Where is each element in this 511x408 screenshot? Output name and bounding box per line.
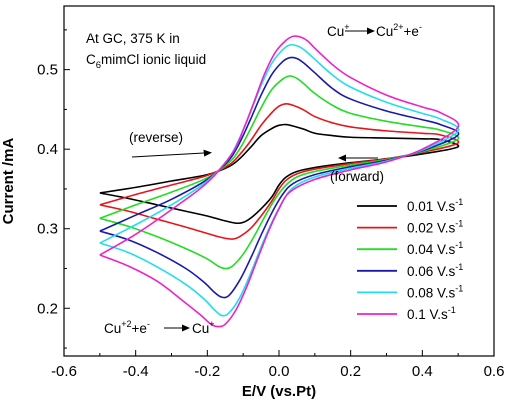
- x-tick-label: -0.6: [51, 363, 77, 380]
- y-tick-label: 0.5: [37, 62, 58, 79]
- curves-layer: [99, 35, 460, 328]
- x-tick-label: 0.2: [340, 363, 361, 380]
- legend: 0.01 V.s-1 0.02 V.s-1 0.04 V.s-1 0.06 V.s-1…: [357, 197, 463, 322]
- oxidation-reactant-label: Cu+: [327, 22, 350, 39]
- reduction-arrow-head: [182, 324, 190, 332]
- forward-scan-label: (forward): [330, 169, 384, 184]
- x-tick-label: -0.4: [123, 363, 149, 380]
- condition-annotation-line1: At GC, 375 K in: [86, 31, 180, 46]
- condition-annotation-line2: C6mimCl ionic liquid: [86, 52, 206, 71]
- cv-curve-series-6: [99, 35, 460, 328]
- reverse-scan-label: (reverse): [129, 130, 183, 145]
- y-tick-label: 0.4: [37, 141, 58, 158]
- y-axis-title: Current /mA: [0, 138, 17, 225]
- cv-curve-series-3: [99, 75, 460, 270]
- ticks-layer: -0.6 -0.4 -0.2 0.0 0.2 0.4 0.6 0.2 0.3 0.4 0.5: [37, 29, 505, 380]
- x-tick-label: 0.6: [484, 363, 505, 380]
- cv-curve-series-1: [99, 123, 460, 225]
- cv-curve-series-5: [99, 43, 460, 317]
- x-tick-label: -0.2: [194, 363, 220, 380]
- legend-label-series-5: 0.08 V.s-1: [407, 283, 463, 300]
- reduction-product-label: Cu+: [192, 319, 215, 336]
- legend-label-series-3: 0.04 V.s-1: [407, 240, 463, 257]
- legend-label-series-6: 0.1 V.s-1: [407, 305, 456, 322]
- legend-label-series-2: 0.02 V.s-1: [407, 219, 463, 236]
- cv-curve-series-4: [99, 56, 460, 299]
- y-tick-label: 0.2: [37, 300, 58, 317]
- reverse-scan-arrow: [131, 152, 205, 158]
- legend-label-series-4: 0.06 V.s-1: [407, 262, 463, 279]
- oxidation-arrow-head: [367, 27, 375, 35]
- legend-label-series-1: 0.01 V.s-1: [407, 197, 463, 214]
- x-tick-label: 0.4: [412, 363, 433, 380]
- reduction-reactant-label: Cu+2+e-: [104, 319, 150, 336]
- x-tick-label: 0.0: [269, 363, 290, 380]
- forward-scan-arrow-head: [338, 154, 346, 162]
- reverse-scan-arrow-head: [203, 149, 212, 157]
- oxidation-product-label: Cu2++e-: [376, 22, 422, 39]
- y-tick-label: 0.3: [37, 221, 58, 238]
- x-axis-title: E/V (vs.Pt): [242, 383, 316, 400]
